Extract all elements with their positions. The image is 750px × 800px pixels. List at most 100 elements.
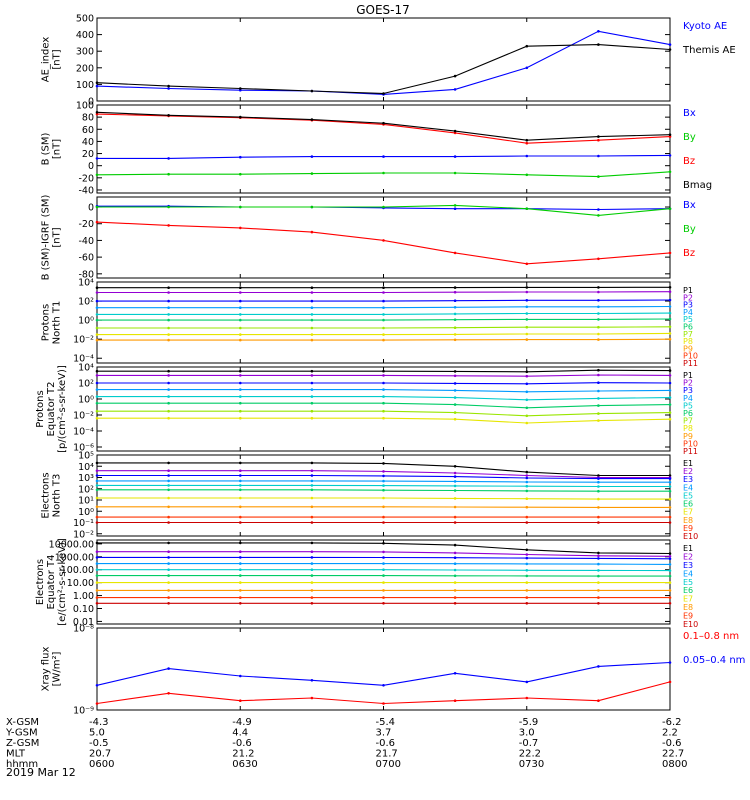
data-point-by: [95, 173, 99, 177]
orbit-cell: -0.6: [232, 738, 252, 749]
data-point-bz: [382, 239, 385, 242]
data-point-p8: [382, 416, 385, 420]
panel-frame: [96, 281, 671, 364]
data-point-p5: [453, 396, 457, 399]
legend-p10: P10: [683, 439, 698, 448]
data-point-e4: [597, 562, 600, 566]
orbit-cell: -0.6: [376, 738, 396, 749]
data-point-p2: [239, 374, 242, 377]
data-point-e4: [525, 562, 529, 566]
data-point-themis-ae: [239, 87, 242, 90]
data-point-kyoto-ae: [525, 66, 529, 70]
data-point-p7: [95, 326, 99, 330]
data-point-e4: [239, 562, 242, 565]
data-point-e1: [167, 461, 170, 465]
orbit-cell: 20.7: [89, 749, 111, 760]
data-point-themis-ae: [525, 44, 529, 48]
panel-xray: 10⁻⁹ 10⁻⁸ Xray flux [W/m²] 0.1–0.8 nm 0.05–0.…: [41, 624, 746, 717]
data-point-e9: [167, 596, 170, 599]
data-point-p5: [167, 313, 170, 316]
data-point-e7: [668, 581, 672, 584]
data-point-p6: [668, 403, 672, 406]
data-point-e8: [668, 589, 672, 592]
series-bz: [96, 221, 671, 265]
data-point-e8: [167, 589, 170, 592]
orbit-cell: 4.4: [232, 728, 248, 739]
data-point-p8: [310, 333, 314, 336]
data-point-p3: [167, 381, 170, 385]
legend-e4: E4: [683, 569, 693, 578]
data-point-p2: [597, 373, 600, 377]
data-point-e9: [597, 596, 600, 599]
data-point-p2: [95, 291, 99, 294]
data-point-p5: [382, 395, 385, 398]
y-tick-label: 200: [76, 63, 94, 74]
data-point-p7: [382, 409, 385, 413]
data-point-bmag: [597, 135, 600, 138]
y-axis-label: North T1: [52, 301, 63, 345]
data-point-p5: [167, 395, 170, 398]
data-point-e7: [310, 496, 314, 500]
data-point-p3: [382, 381, 385, 385]
data-point-by: [310, 172, 314, 175]
panel-frame: [96, 454, 671, 537]
data-point-0-05-0-4-nm: [525, 680, 529, 684]
data-point-e10: [453, 521, 457, 524]
data-point-e1: [239, 461, 242, 465]
data-point-themis-ae: [167, 84, 170, 88]
data-point-p4: [239, 306, 242, 310]
y-tick-label: 0.10: [73, 604, 94, 615]
data-point-p7: [525, 325, 529, 329]
data-point-e1: [95, 461, 99, 465]
data-point-themis-ae: [382, 92, 385, 95]
data-point-bz: [310, 230, 314, 234]
data-point-by: [239, 172, 242, 176]
data-point-e9: [525, 515, 529, 519]
data-point-e2: [310, 469, 314, 473]
data-point-e6: [453, 574, 457, 578]
y-tick-label: 10⁰: [78, 316, 94, 327]
data-point-e2: [597, 554, 600, 558]
data-point-bz: [668, 251, 672, 255]
orbit-cell: 0700: [376, 759, 401, 770]
data-point-p6: [167, 318, 170, 322]
data-point-p9: [382, 338, 385, 342]
orbit-cell: 22.7: [662, 749, 684, 760]
data-point-e3: [167, 474, 170, 477]
data-point-p6: [95, 401, 99, 405]
series-bz: [96, 113, 671, 144]
data-point-e2: [525, 474, 529, 477]
data-point-bmag: [167, 114, 170, 117]
y-tick-label: 10²: [78, 484, 94, 495]
data-point-e7: [239, 496, 242, 500]
data-point-e6: [95, 574, 99, 577]
y-tick-label: 10⁻⁹: [73, 706, 94, 717]
data-point-p4: [239, 388, 242, 391]
legend-e7: E7: [683, 508, 693, 517]
y-tick-label: 10.00: [67, 578, 94, 589]
y-axis-label: [nT]: [52, 227, 63, 247]
legend-bz: Bz: [683, 156, 695, 167]
y-tick-label: 100.00: [61, 565, 94, 576]
data-point-e9: [453, 596, 457, 599]
orbit-cell: 0800: [662, 759, 687, 770]
data-point-e8: [453, 589, 457, 592]
data-point-e3: [167, 556, 170, 559]
y-tick-label: 10⁻²: [73, 529, 94, 540]
data-point-e9: [597, 515, 600, 519]
y-axis-label: [nT]: [52, 139, 63, 159]
panel-protons_t1: 10⁻⁴ 10⁻² 10⁰ 10² 10⁴ Protons North T1 P1P2P3P4…: [41, 278, 699, 369]
legend-e6: E6: [683, 586, 693, 595]
y-axis-label: B (SM)-IGRF (SM): [41, 195, 52, 281]
legend-e9: E9: [683, 524, 693, 533]
data-point-e10: [167, 602, 170, 605]
series-kyoto-ae: [96, 30, 671, 95]
data-point-p4: [525, 305, 529, 309]
data-point-e8: [597, 506, 600, 509]
data-point-bz: [453, 131, 457, 135]
data-point-p5: [382, 313, 385, 316]
data-point-e6: [239, 574, 242, 577]
y-tick-label: 10⁰: [78, 507, 94, 518]
data-point-e10: [597, 521, 600, 524]
